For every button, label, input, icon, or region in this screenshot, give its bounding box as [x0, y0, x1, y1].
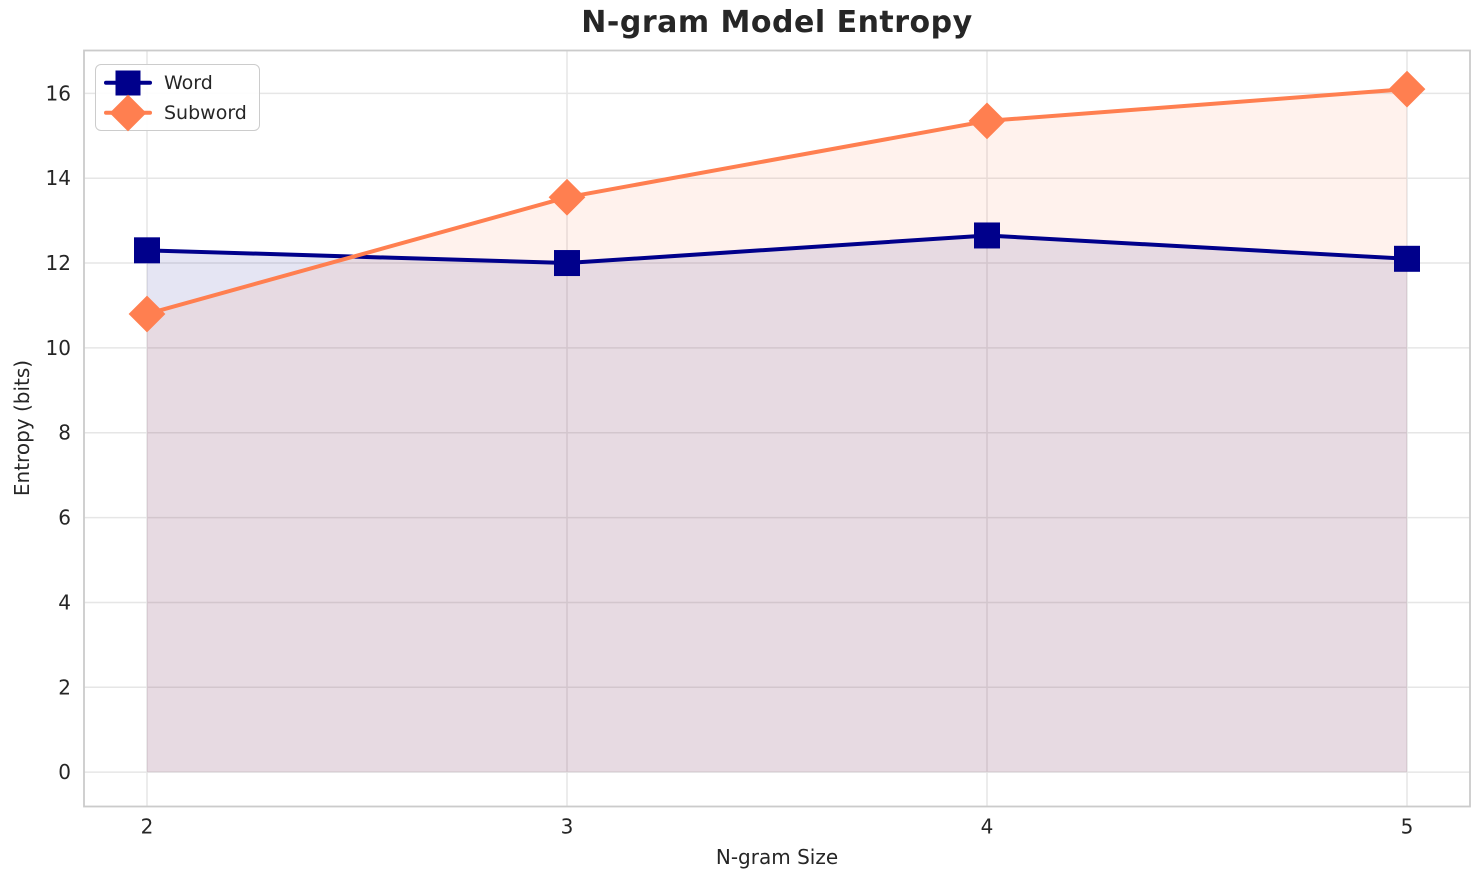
x-tick-label: 3: [561, 815, 574, 839]
fill-area-word: [147, 235, 1407, 773]
y-tick-label: 12: [46, 251, 71, 275]
marker-subword-point: [968, 102, 1006, 140]
y-tick-label: 8: [58, 421, 71, 445]
legend-item-word: Word: [96, 68, 259, 97]
axes-frame: [83, 49, 1471, 808]
legend-label: Word: [164, 71, 213, 94]
x-tick-label: 5: [1401, 815, 1414, 839]
y-axis-label: Entropy (bits): [10, 359, 34, 497]
y-tick-label: 0: [58, 760, 71, 784]
series-line-subword: [145, 87, 1409, 316]
y-tick-label: 4: [58, 590, 71, 614]
y-tick-label: 10: [46, 336, 71, 360]
x-tick-label: 2: [141, 815, 154, 839]
legend-item-subword: Subword: [96, 94, 259, 131]
marker-subword-point: [128, 295, 166, 333]
square-marker-icon: [104, 68, 152, 97]
diamond-marker-icon: [104, 94, 152, 131]
legend-shape-swatch: [115, 70, 141, 95]
chart-title: N-gram Model Entropy: [581, 5, 973, 40]
y-tick-label: 14: [46, 166, 71, 190]
x-axis-label: N-gram Size: [715, 845, 839, 869]
legend: Word Subword: [95, 64, 260, 131]
marker-subword-point: [548, 178, 586, 216]
y-tick-label: 16: [46, 81, 71, 105]
marker-word-point: [134, 237, 160, 264]
legend-shape-swatch: [109, 94, 147, 131]
y-tick-label: 2: [58, 675, 71, 699]
marker-word-point: [974, 222, 1000, 249]
marker-word-point: [1394, 245, 1420, 272]
fill-area-subword: [147, 89, 1407, 773]
y-tick-label: 6: [58, 506, 71, 530]
marker-subword-point: [1388, 70, 1426, 108]
legend-label: Subword: [164, 101, 247, 124]
x-tick-label: 4: [981, 815, 994, 839]
marker-word-point: [554, 250, 580, 277]
